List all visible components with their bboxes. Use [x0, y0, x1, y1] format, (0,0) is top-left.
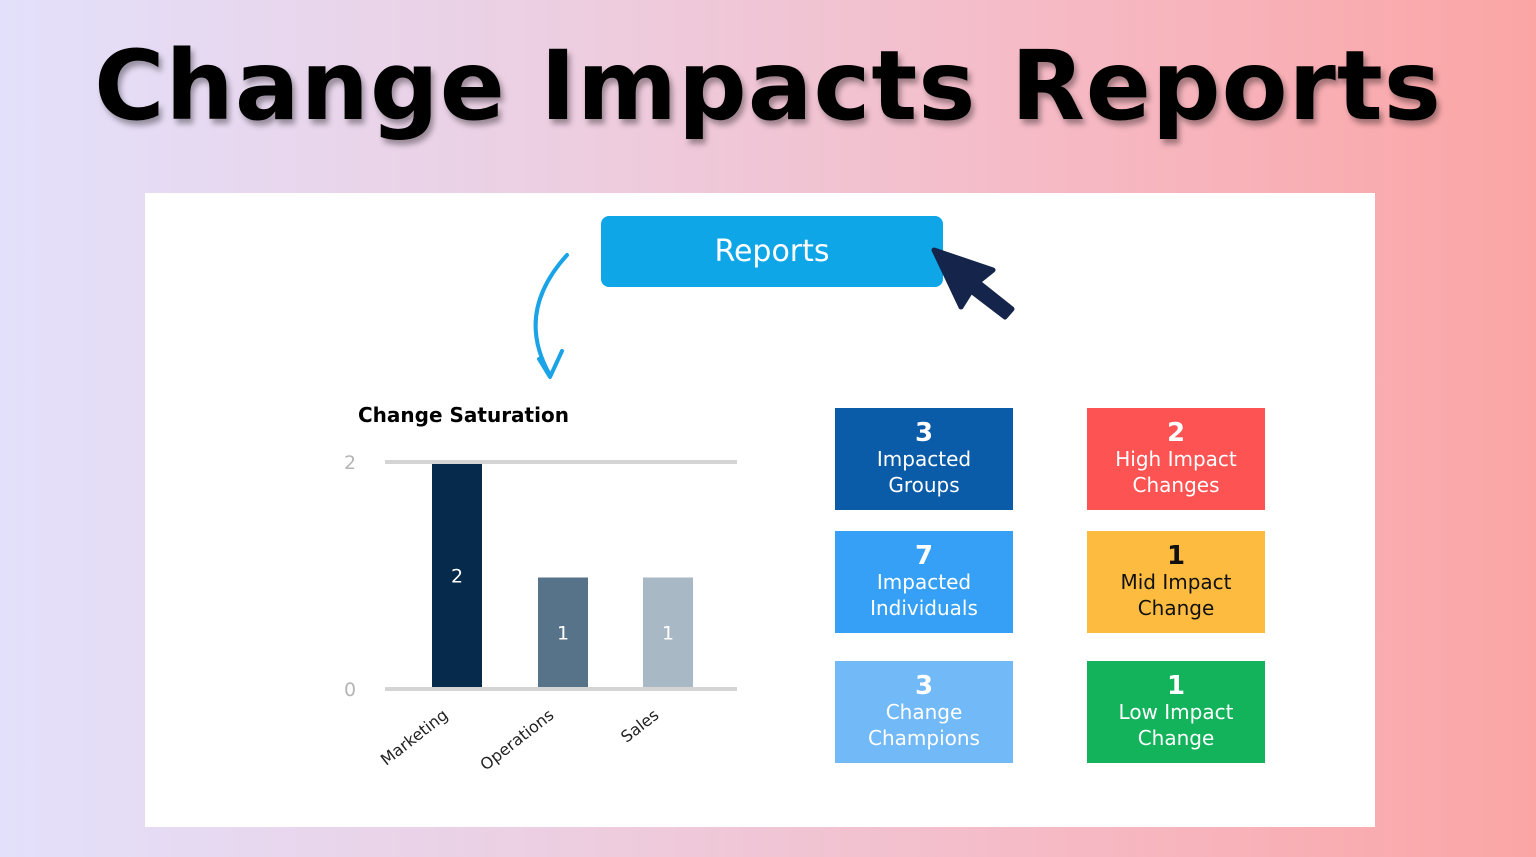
stat-tile: 3 Impacted Groups [835, 408, 1013, 510]
data-label: 2 [451, 566, 463, 588]
stat-label: High Impact [1115, 447, 1237, 471]
stat-label: Change [885, 700, 963, 724]
report-panel: Reports Change Saturation 0 2 2 Marketing 1 O… [145, 193, 1375, 827]
x-tick-label: Operations [476, 705, 557, 774]
stat-value: 3 [914, 418, 934, 448]
stat-tile: 1 Low Impact Change [1087, 661, 1265, 763]
stat-value: 3 [914, 671, 934, 701]
data-label: 1 [662, 622, 674, 644]
reports-button[interactable]: Reports [601, 216, 943, 287]
data-label: 1 [557, 622, 569, 644]
stat-tile: 1 Mid Impact Change [1087, 531, 1265, 633]
y-tick-label: 0 [344, 679, 356, 701]
stat-label: Individuals [870, 596, 978, 620]
cursor-arrow-icon [931, 247, 1015, 320]
stat-value: 1 [1166, 671, 1186, 701]
stat-label: Changes [1132, 473, 1220, 497]
bar-marketing [432, 464, 482, 687]
stat-label: Change [1137, 726, 1215, 750]
stat-tile: 2 High Impact Changes [1087, 408, 1265, 510]
page-title: Change Impacts Reports [94, 30, 1442, 142]
bar-operations [538, 577, 588, 687]
stat-label: Champions [868, 726, 980, 750]
stat-label: Impacted [876, 570, 972, 594]
x-tick-label: Marketing [377, 705, 452, 769]
stat-label: Mid Impact [1120, 570, 1232, 594]
curved-arrow-icon [533, 253, 569, 379]
stat-value: 1 [1166, 541, 1186, 571]
stat-label: Low Impact [1118, 700, 1234, 724]
bar-sales [643, 577, 693, 687]
bar-chart: 0 2 2 Marketing 1 Operations 1 Sales [344, 452, 737, 774]
stat-label: Change [1137, 596, 1215, 620]
chart-title: Change Saturation [358, 403, 569, 427]
y-tick-label: 2 [344, 452, 356, 474]
stat-value: 7 [914, 541, 934, 571]
stat-value: 2 [1166, 418, 1186, 448]
stat-label: Groups [888, 473, 960, 497]
x-tick-label: Sales [617, 705, 662, 746]
stat-tile: 3 Change Champions [835, 661, 1013, 763]
stat-label: Impacted [876, 447, 972, 471]
stat-tile: 7 Impacted Individuals [835, 531, 1013, 633]
